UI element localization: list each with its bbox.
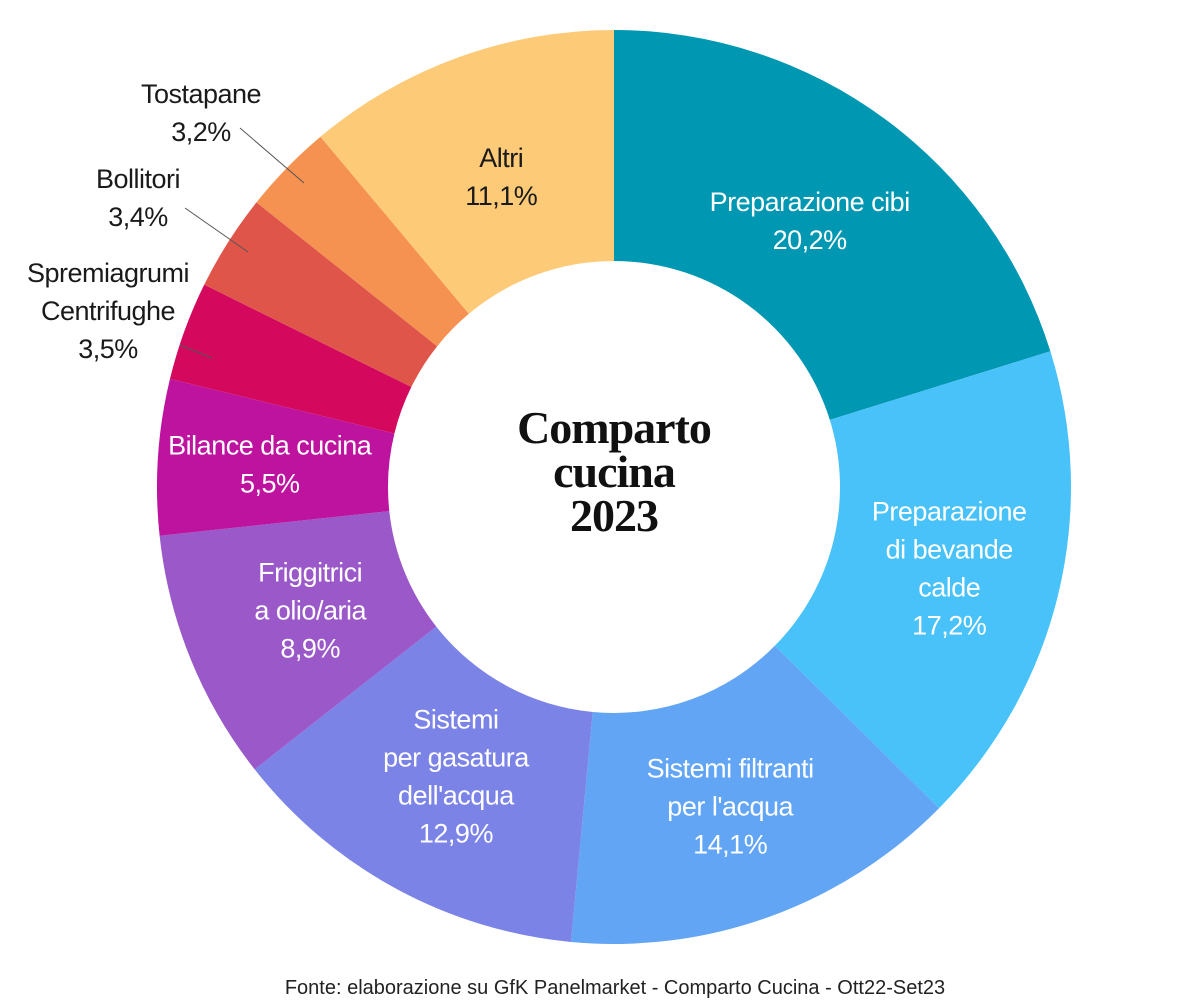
- chart-title: Comparto cucina 2023: [517, 402, 711, 541]
- category-label: Sistemi filtranti: [647, 754, 814, 784]
- slice-spremiagrumi-centrifughe: [169, 284, 412, 434]
- leader-line-spremiagrumi-centrifughe: [179, 344, 213, 359]
- value-label: 3,2%: [171, 117, 231, 147]
- leader-lines: [179, 127, 305, 359]
- value-label: 5,5%: [240, 468, 300, 498]
- category-label: Spremiagrumi: [27, 258, 189, 288]
- slice-labels: Preparazione cibi 20,2% Preparazione di bev…: [27, 79, 1027, 860]
- label-bollitori: Bollitori 3,4%: [96, 164, 180, 232]
- category-label: per gasatura: [383, 743, 530, 773]
- category-label: Bilance da cucina: [168, 430, 373, 460]
- label-preparazione-di-bevande-calde: Preparazione di bevande calde 17,2%: [872, 497, 1027, 641]
- category-label: Altri: [479, 143, 523, 173]
- category-label: Tostapane: [141, 79, 261, 109]
- category-label: Preparazione: [872, 497, 1027, 527]
- label-sistemi-per-gasatura-dell-acqua: Sistemi per gasatura dell'acqua 12,9%: [383, 705, 530, 849]
- slice-altri: [320, 30, 614, 314]
- value-label: 3,5%: [78, 334, 138, 364]
- slice-bollitori: [204, 202, 438, 387]
- value-label: 14,1%: [693, 830, 768, 860]
- source-note: Fonte: elaborazione su GfK Panelmarket -…: [285, 977, 945, 999]
- chart-title-line: cucina: [553, 446, 676, 497]
- chart-title-line: 2023: [570, 490, 658, 541]
- category-label: calde: [918, 573, 980, 603]
- value-label: 3,4%: [108, 202, 168, 232]
- label-sistemi-filtranti-per-l-acqua: Sistemi filtranti per l'acqua 14,1%: [647, 754, 814, 860]
- value-label: 17,2%: [912, 611, 987, 641]
- category-label: Sistemi: [413, 705, 498, 735]
- value-label: 11,1%: [465, 181, 538, 211]
- category-label: di bevande: [886, 535, 1013, 565]
- category-label: a olio/aria: [254, 596, 367, 626]
- slice-tostapane: [256, 136, 469, 347]
- value-label: 8,9%: [280, 634, 340, 664]
- label-tostapane: Tostapane 3,2%: [141, 79, 261, 147]
- slice-sistemi-filtranti-per-l-acqua: [570, 645, 940, 944]
- slice-friggitrici-a-olio-aria: [159, 511, 437, 770]
- slice-preparazione-cibi: [614, 30, 1051, 420]
- label-altri: Altri 11,1%: [465, 143, 538, 211]
- slice-sistemi-per-gasatura-dell-acqua: [254, 626, 593, 942]
- label-spremiagrumi-centrifughe: Spremiagrumi Centrifughe 3,5%: [27, 258, 189, 364]
- label-preparazione-cibi: Preparazione cibi 20,2%: [710, 187, 910, 255]
- category-label: dell'acqua: [398, 781, 515, 811]
- leader-line-tostapane: [239, 127, 305, 184]
- slice-preparazione-di-bevande-calde: [774, 351, 1071, 809]
- value-label: 20,2%: [773, 225, 848, 255]
- leader-line-bollitori: [184, 207, 249, 253]
- category-label: Centrifughe: [41, 296, 175, 326]
- category-label: Preparazione cibi: [710, 187, 910, 217]
- chart-title-line: Comparto: [517, 402, 711, 453]
- category-label: per l'acqua: [667, 792, 794, 822]
- slice-bilance-da-cucina: [157, 378, 395, 536]
- category-label: Friggitrici: [258, 558, 362, 588]
- category-label: Bollitori: [96, 164, 180, 194]
- label-friggitrici-a-olio-aria: Friggitrici a olio/aria 8,9%: [254, 558, 367, 664]
- label-bilance-da-cucina: Bilance da cucina 5,5%: [168, 430, 373, 498]
- value-label: 12,9%: [419, 819, 494, 849]
- donut-slices: [157, 30, 1071, 944]
